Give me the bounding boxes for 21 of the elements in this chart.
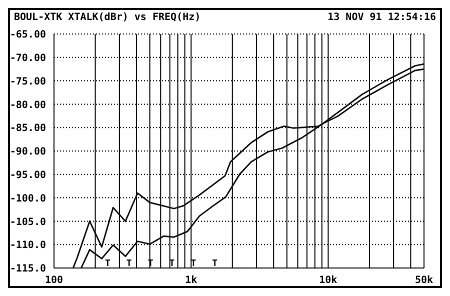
y-tick-label: -70.00 bbox=[10, 52, 46, 64]
x-tick-label: 50k bbox=[414, 275, 434, 286]
annotation: T bbox=[188, 259, 200, 270]
x-tick-label: 1k bbox=[185, 275, 198, 286]
y-tick-label: -105.0 bbox=[10, 216, 46, 228]
x-tick-label: 100 bbox=[44, 275, 64, 286]
x-tick-label: 10k bbox=[319, 275, 338, 286]
chart-title: BOUL-XTK XTALK(dBr) vs FREQ(Hz) bbox=[14, 12, 201, 25]
y-tick-label: -80.00 bbox=[10, 100, 46, 111]
y-tick-label: -75.00 bbox=[10, 76, 46, 88]
annotation: T bbox=[102, 259, 114, 270]
y-tick-label: -85.00 bbox=[10, 123, 46, 134]
annotation: T bbox=[123, 259, 135, 270]
annotation: T bbox=[209, 259, 221, 270]
y-tick-label: -115.0 bbox=[10, 264, 46, 275]
y-tick-label: -95.00 bbox=[10, 170, 46, 181]
y-tick-label: -110.0 bbox=[10, 240, 46, 252]
y-tick-label: -100.0 bbox=[10, 193, 46, 204]
text: 13 NOV 91 12:54:16 bbox=[328, 12, 436, 23]
y-tick-label: -90.00 bbox=[10, 146, 46, 158]
y-tick-label: -65.00 bbox=[10, 30, 46, 41]
